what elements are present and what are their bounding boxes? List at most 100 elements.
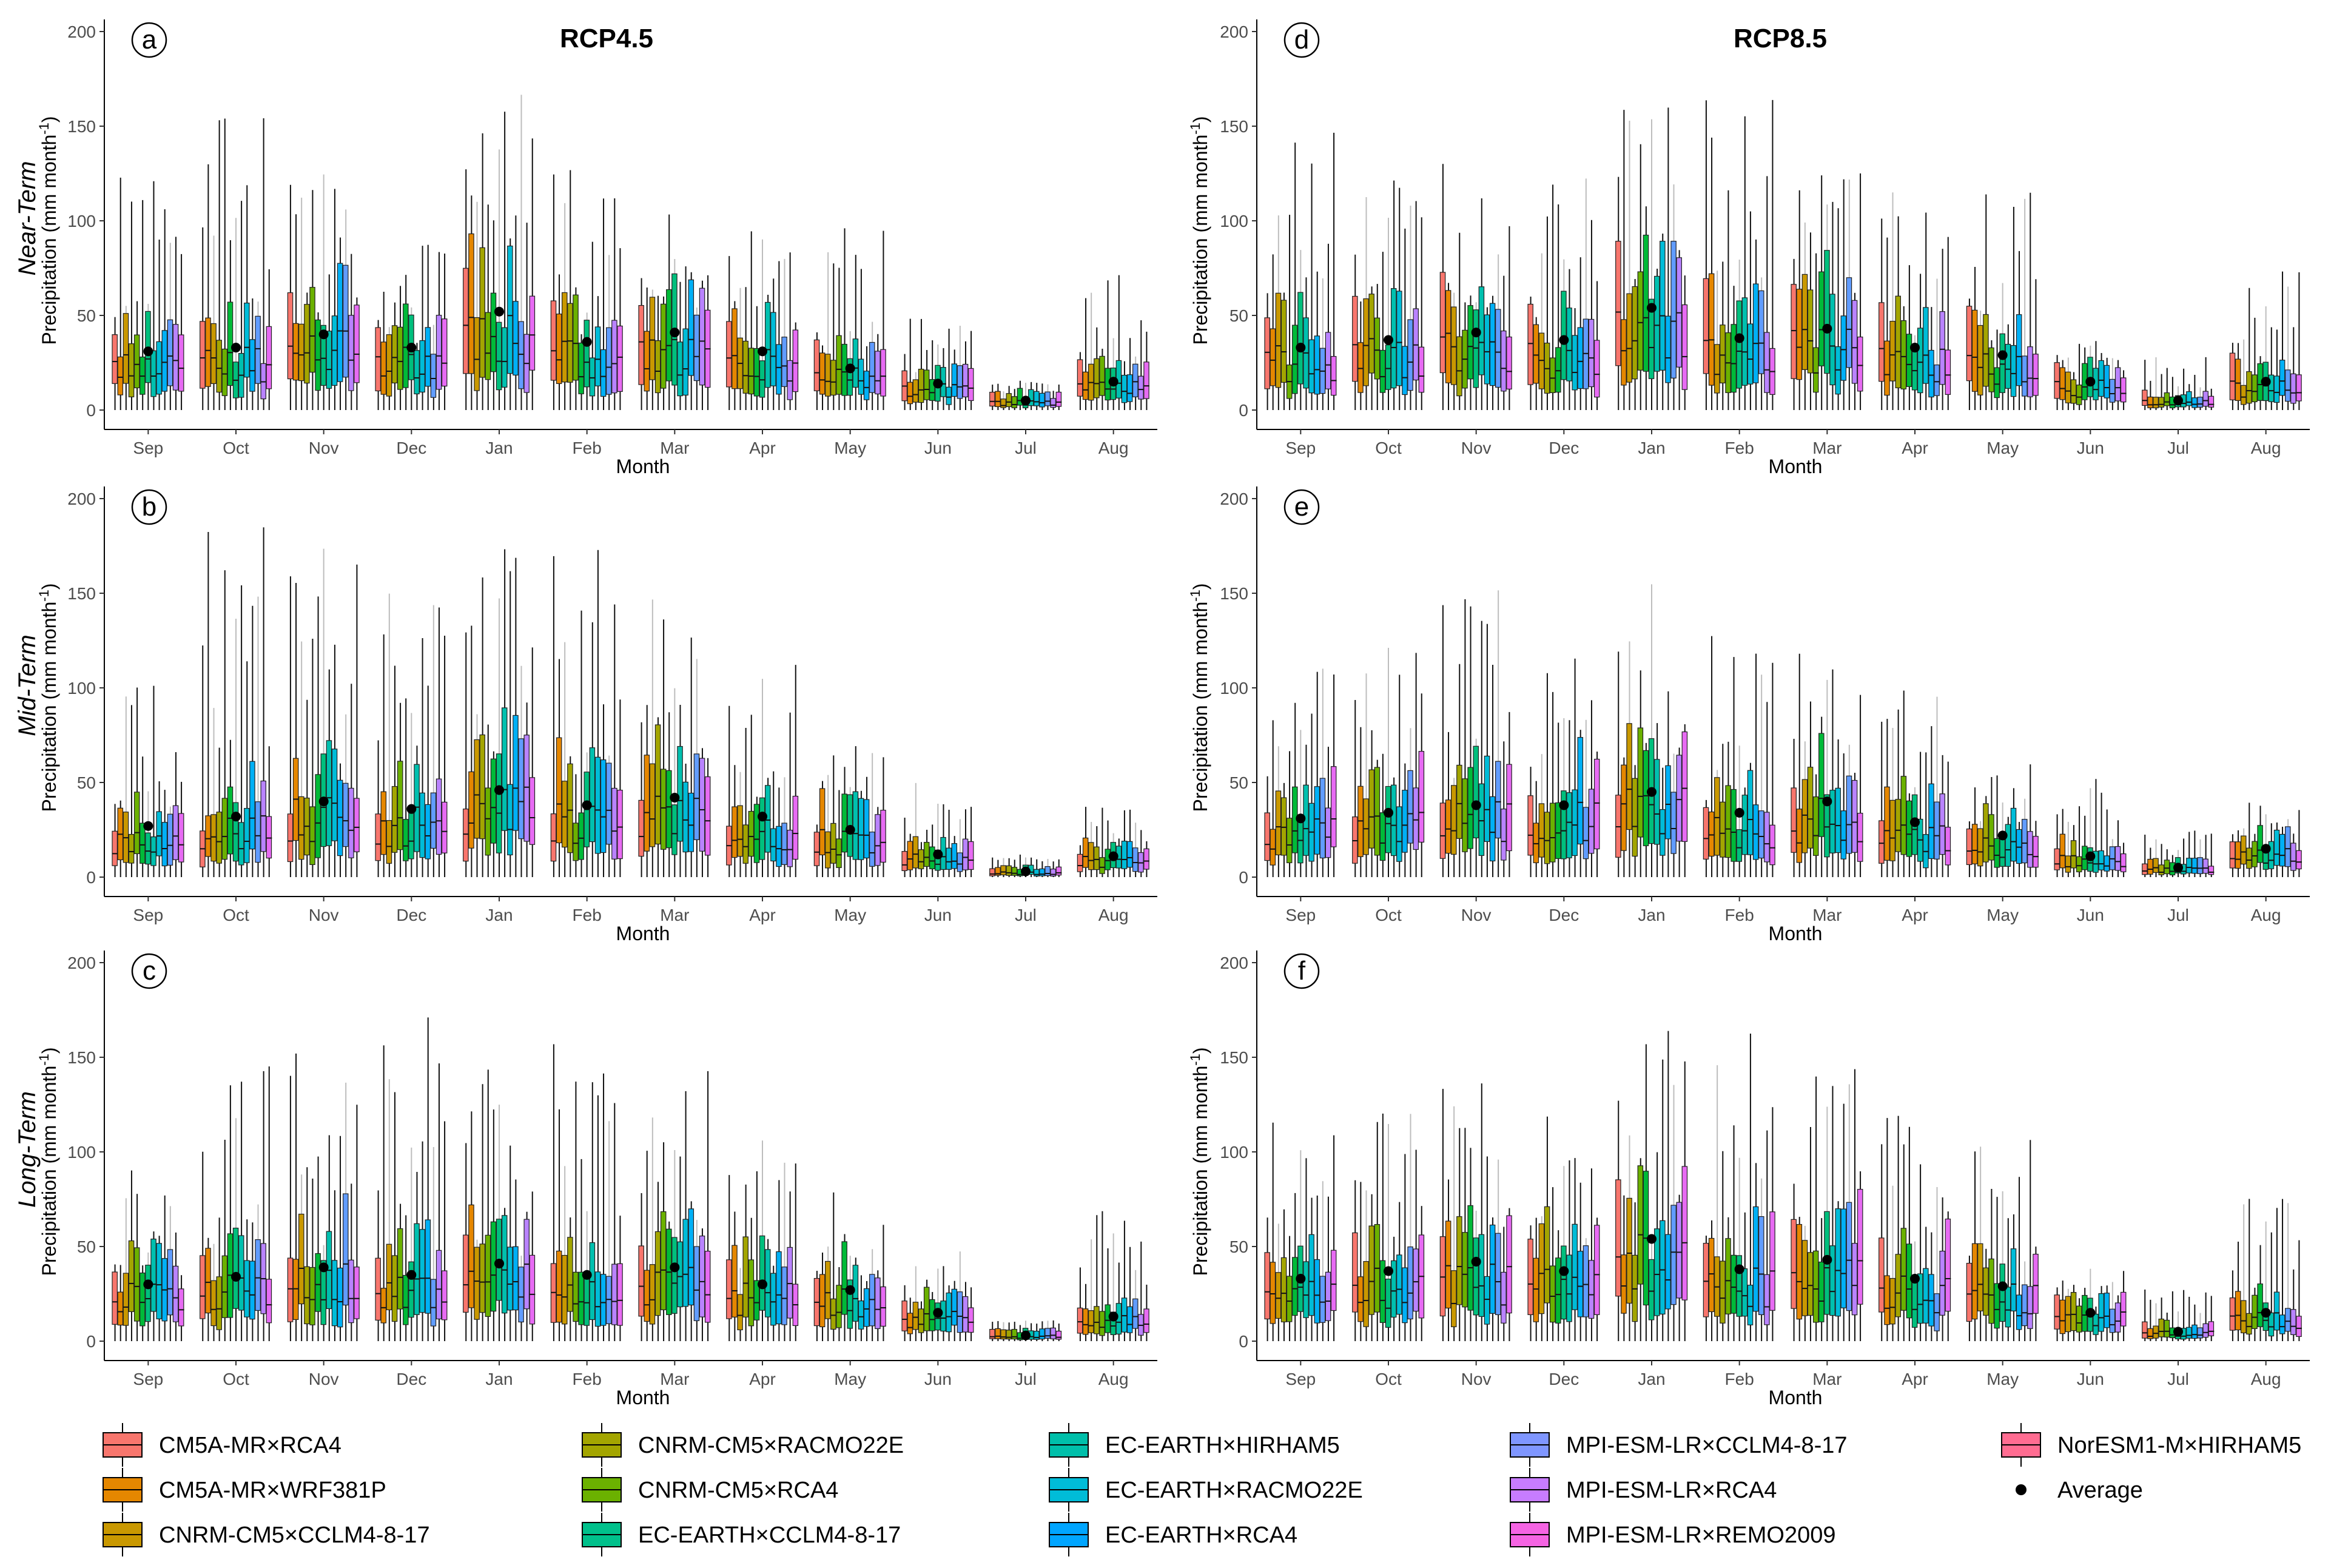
x-axis-title: Month — [1769, 1387, 1823, 1408]
box-f-apr-12 — [1939, 1197, 1946, 1341]
box-c-jan-10 — [513, 1179, 519, 1341]
average-point-c-feb — [582, 1270, 592, 1280]
box-e-jul-10 — [2191, 830, 2198, 877]
box-b-sep-9 — [156, 781, 163, 877]
box-d-may-6 — [1994, 329, 2000, 410]
box-c-nov-3 — [298, 1174, 304, 1341]
box-d-may-8 — [2005, 324, 2011, 410]
box-d-aug-1 — [2229, 343, 2236, 410]
box-e-nov-5 — [1462, 599, 1468, 877]
legend-label: CNRM-CM5×CCLM4-8-17 — [159, 1523, 430, 1548]
box-b-apr-10 — [776, 787, 782, 877]
box-c-jun-5 — [923, 1279, 930, 1341]
box-c-sep-13 — [178, 1275, 184, 1341]
box-d-jun-13 — [2120, 370, 2127, 410]
box-d-dec-2 — [1533, 317, 1539, 410]
box-e-feb-9 — [1747, 762, 1754, 877]
y-axis-title: Precipitation (mm month-1) — [36, 1048, 60, 1276]
box-f-apr-9 — [1923, 1226, 1929, 1341]
box-c-may-5 — [836, 1267, 842, 1341]
y-tick-label: 200 — [1220, 490, 1248, 508]
box-a-sep-4 — [128, 201, 135, 410]
box-c-mar-4 — [654, 1182, 661, 1341]
average-point-b-mar — [670, 792, 680, 803]
box-e-may-12 — [2027, 764, 2033, 877]
box-d-oct-5 — [1374, 284, 1381, 410]
box-e-aug-4 — [2246, 803, 2252, 877]
box-e-feb-6 — [1731, 657, 1737, 877]
box-a-jul-11 — [1044, 384, 1051, 410]
box-f-aug-6 — [2257, 1245, 2264, 1341]
box-f-apr-7 — [1911, 1241, 1918, 1341]
box-b-sep-3 — [123, 696, 129, 877]
average-point-f-dec — [1559, 1266, 1569, 1276]
box-d-apr-10 — [1928, 307, 1934, 410]
box-c-nov-10 — [337, 1136, 343, 1341]
legend-label: MPI-ESM-LR×RCA4 — [1566, 1478, 1777, 1503]
x-tick-label-jul: Jul — [2167, 1370, 2189, 1388]
box-b-sep-7 — [145, 791, 151, 877]
box-d-nov-5 — [1462, 302, 1468, 410]
box-d-mar-4 — [1807, 232, 1814, 410]
box-e-may-4 — [1983, 796, 1989, 877]
legend-label: CNRM-CM5×RACMO22E — [638, 1433, 904, 1458]
average-point-c-jul — [1021, 1330, 1031, 1341]
panel-b: 0 50 100 150 200 Sep Oct Nov Dec Jan Feb Mar Apr May J… — [14, 486, 1157, 944]
average-point-d-nov — [1471, 328, 1481, 338]
box-e-jul-12 — [2202, 835, 2209, 877]
box-d-mar-3 — [1801, 222, 1808, 410]
box-e-mar-9 — [1835, 739, 1842, 877]
x-tick-label-jun: Jun — [924, 906, 952, 924]
box-d-nov-8 — [1478, 198, 1485, 410]
average-point-e-apr — [1910, 817, 1920, 827]
box-f-feb-12 — [1764, 1130, 1770, 1341]
box-e-oct-4 — [1368, 730, 1375, 877]
box-f-jul-1 — [2142, 1289, 2148, 1341]
box-f-oct-7 — [1385, 1123, 1391, 1341]
box-d-jun-5 — [2076, 343, 2082, 410]
box-a-aug-10 — [1126, 338, 1133, 410]
box-f-jul-11 — [2197, 1313, 2204, 1341]
box-a-feb-8 — [589, 241, 596, 410]
box-c-mar-2 — [644, 1151, 650, 1341]
box-d-jan-3 — [1626, 121, 1633, 410]
y-tick-label: 50 — [77, 1237, 96, 1256]
box-d-jul-1 — [2142, 360, 2148, 410]
box-a-aug-1 — [1077, 352, 1083, 410]
x-tick-label-aug: Aug — [1098, 439, 1129, 457]
box-c-aug-9 — [1121, 1220, 1128, 1341]
box-a-jan-1 — [463, 169, 469, 410]
box-f-jun-2 — [2059, 1280, 2066, 1341]
box-f-feb-6 — [1731, 1125, 1737, 1341]
box-b-mar-5 — [660, 619, 667, 877]
box-d-feb-4 — [1720, 261, 1726, 410]
box-a-may-4 — [830, 263, 836, 410]
average-point-f-may — [1997, 1281, 2008, 1291]
average-point-b-jun — [933, 849, 943, 860]
box-c-oct-5 — [221, 1139, 228, 1341]
y-tick-label: 50 — [1229, 773, 1248, 792]
box-b-aug-10 — [1126, 809, 1133, 877]
box-a-jan-2 — [468, 195, 474, 410]
box-b-oct-12 — [260, 527, 267, 877]
box-d-jun-10 — [2104, 357, 2110, 410]
x-tick-label-jun: Jun — [2077, 439, 2104, 457]
x-tick-label-sep: Sep — [133, 439, 163, 457]
box-f-apr-11 — [1934, 1187, 1940, 1341]
box-f-mar-6 — [1818, 1218, 1825, 1341]
box-f-feb-4 — [1720, 1151, 1726, 1341]
y-tick-label: 100 — [1220, 212, 1248, 230]
box-f-nov-2 — [1445, 1179, 1451, 1341]
box-f-may-5 — [1988, 1189, 1994, 1341]
y-axis-title: Precipitation (mm month-1) — [1188, 116, 1211, 345]
box-a-oct-11 — [255, 301, 261, 410]
y-tick-label: 0 — [86, 1332, 96, 1351]
x-tick-label-jan: Jan — [1638, 1370, 1665, 1388]
box-e-apr-11 — [1934, 696, 1940, 877]
box-e-may-8 — [2005, 816, 2011, 877]
average-point-b-sep — [143, 821, 153, 831]
box-f-sep-7 — [1297, 1150, 1303, 1341]
box-b-feb-12 — [611, 604, 617, 877]
box-c-sep-12 — [172, 1232, 179, 1341]
box-d-feb-11 — [1758, 277, 1764, 410]
